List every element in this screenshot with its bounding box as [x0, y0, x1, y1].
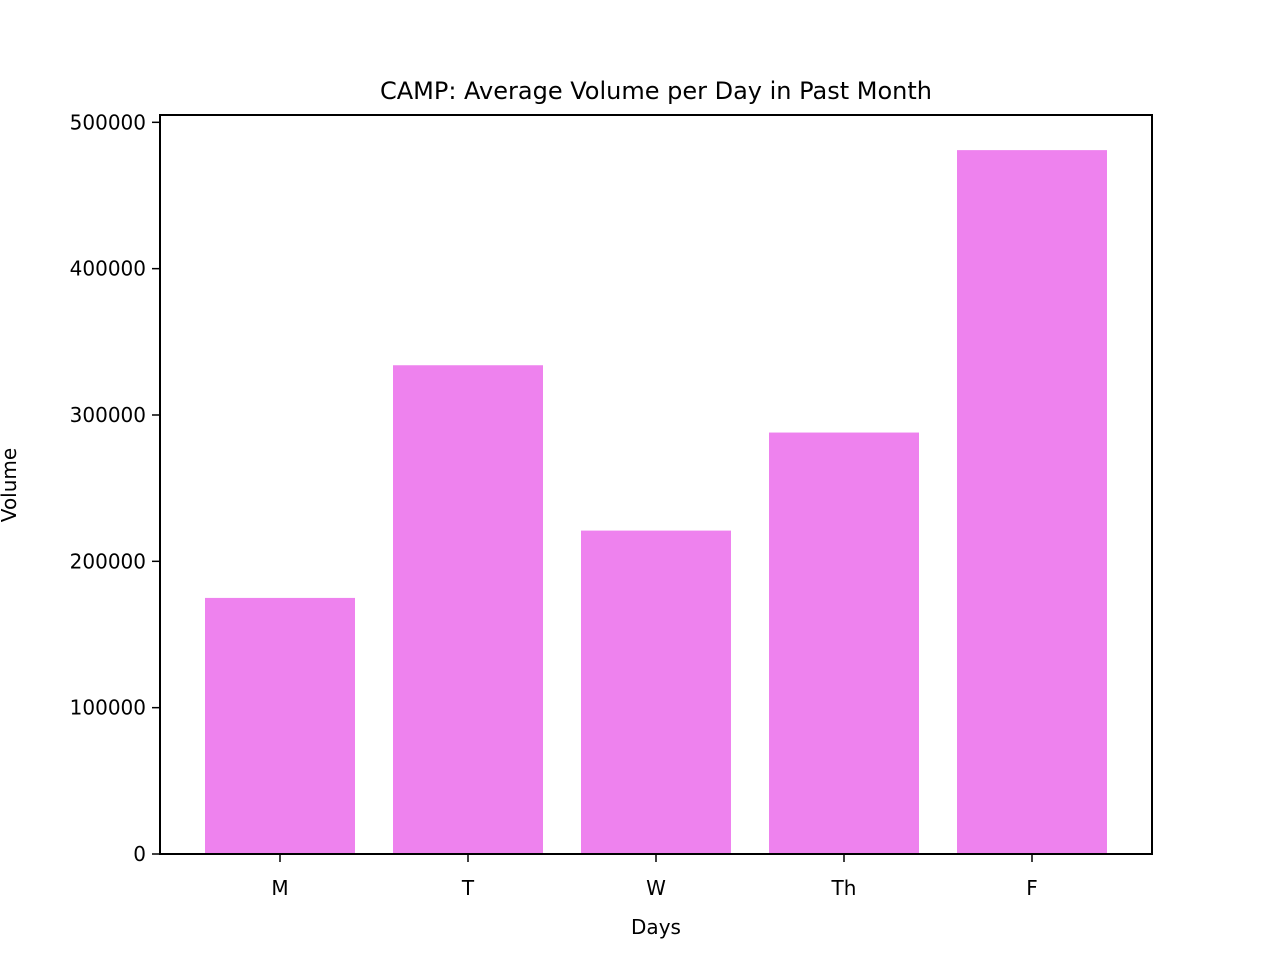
chart-title: CAMP: Average Volume per Day in Past Mon…	[380, 77, 932, 105]
y-axis-label: Volume	[0, 448, 21, 522]
y-tick-label: 200000	[70, 549, 146, 573]
x-tick-label: M	[271, 876, 288, 900]
y-tick-label: 100000	[70, 696, 146, 720]
x-axis: M T W Th F	[271, 854, 1038, 900]
bar-t	[393, 365, 543, 854]
x-axis-label: Days	[631, 915, 681, 939]
y-tick-label: 300000	[70, 403, 146, 427]
bar-f	[957, 150, 1107, 854]
y-tick-label: 400000	[70, 257, 146, 281]
plot-frame	[159, 114, 1153, 855]
bar-th	[769, 432, 919, 854]
x-tick-label: T	[461, 876, 475, 900]
x-tick-label: F	[1026, 876, 1038, 900]
bars-layer	[205, 150, 1107, 854]
y-axis: 0 100000 200000 300000 400000 500000	[70, 110, 160, 866]
y-tick-label: 500000	[70, 110, 146, 134]
bar-w	[581, 530, 731, 854]
y-tick-label: 0	[133, 842, 146, 866]
x-tick-label: W	[646, 876, 666, 900]
x-tick-label: Th	[831, 876, 857, 900]
bar-m	[205, 597, 355, 854]
